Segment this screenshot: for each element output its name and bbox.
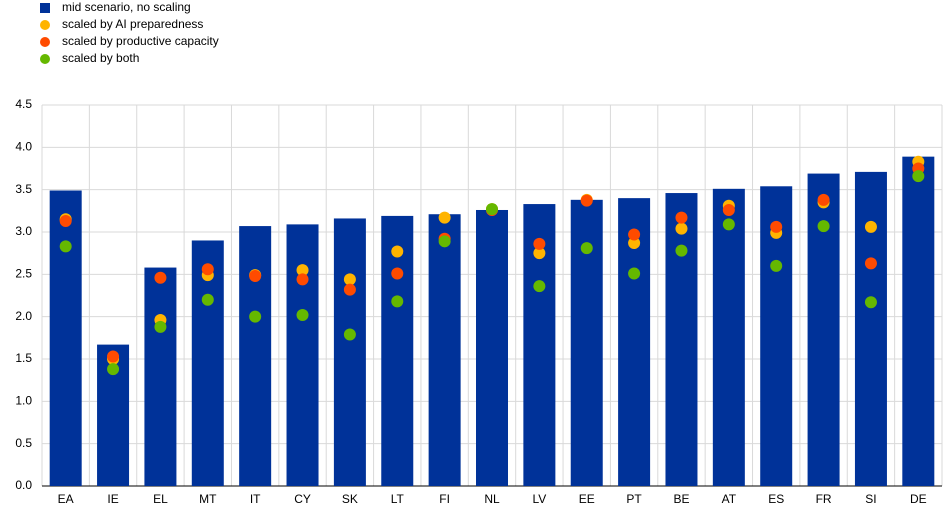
dot: [107, 363, 120, 376]
dot: [154, 271, 167, 284]
dot: [343, 283, 356, 296]
legend-label: mid scenario, no scaling: [62, 0, 191, 14]
bar: [49, 190, 82, 486]
dot: [486, 203, 498, 216]
x-tick-label: PT: [626, 492, 642, 506]
bar: [381, 215, 414, 486]
dot: [391, 267, 404, 280]
dot: [59, 240, 72, 253]
x-tick-label: BE: [673, 492, 689, 506]
x-tick-label: MT: [199, 492, 217, 506]
x-tick-label: FI: [439, 492, 450, 506]
dot: [343, 273, 356, 286]
dot: [533, 247, 546, 260]
dot: [59, 214, 72, 227]
legend-label: scaled by AI preparedness: [62, 17, 203, 31]
dot: [675, 244, 688, 257]
dot: [675, 211, 688, 224]
x-tick-label: IT: [250, 492, 261, 506]
dot: [817, 220, 830, 233]
x-tick-label: CY: [294, 492, 311, 506]
legend-swatch: [40, 54, 50, 64]
dot: [296, 273, 309, 286]
dot: [864, 220, 877, 233]
dot: [580, 242, 593, 255]
y-tick-label: 2.0: [15, 309, 32, 323]
x-tick-label: EA: [58, 492, 74, 506]
bar: [191, 240, 224, 486]
dot: [438, 211, 451, 224]
y-tick-label: 3.5: [15, 182, 32, 196]
y-tick-label: 1.0: [15, 394, 32, 408]
legend-swatch: [40, 20, 50, 30]
dot: [628, 228, 641, 241]
bar: [144, 267, 177, 486]
bar: [286, 224, 319, 486]
x-tick-label: AT: [722, 492, 737, 506]
dot: [201, 293, 214, 306]
bar: [333, 218, 366, 486]
dot: [912, 170, 925, 183]
y-tick-label: 4.0: [15, 140, 32, 154]
dot: [628, 267, 641, 280]
x-tick-label: IE: [107, 492, 118, 506]
x-tick-label: DE: [910, 492, 927, 506]
y-tick-label: 0.5: [15, 436, 32, 450]
x-tick-label: FR: [816, 492, 832, 506]
legend-label: scaled by productive capacity: [62, 34, 219, 48]
dot: [438, 235, 451, 248]
x-tick-label: ES: [768, 492, 784, 506]
bar: [854, 171, 887, 487]
x-tick-label: SI: [865, 492, 876, 506]
dot: [675, 222, 688, 235]
bar: [665, 193, 698, 486]
x-tick-label: LV: [532, 492, 546, 506]
bar: [476, 209, 508, 486]
dot: [628, 237, 641, 250]
x-tick-label: EL: [153, 492, 168, 506]
bar: [712, 188, 745, 486]
dot: [770, 220, 783, 233]
dot: [533, 237, 546, 250]
x-tick-label: SK: [342, 492, 358, 506]
dot: [296, 308, 309, 321]
dot: [154, 320, 167, 333]
bar: [239, 226, 272, 486]
dot: [533, 280, 546, 293]
dot: [391, 245, 404, 258]
bar: [902, 156, 935, 486]
dot: [249, 270, 262, 283]
x-tick-label: LT: [391, 492, 405, 506]
y-tick-label: 4.5: [15, 97, 32, 111]
bar: [428, 214, 461, 486]
dot: [770, 259, 783, 272]
dot: [343, 328, 356, 341]
dot: [107, 350, 120, 363]
dot: [249, 310, 262, 323]
legend-swatch: [40, 37, 50, 47]
x-tick-label: EE: [579, 492, 595, 506]
y-tick-label: 3.0: [15, 224, 32, 238]
y-tick-label: 2.5: [15, 267, 32, 281]
dot: [817, 193, 830, 206]
dot: [722, 218, 735, 231]
x-tick-label: NL: [484, 492, 500, 506]
dot: [864, 296, 877, 309]
legend-swatch: [40, 3, 50, 13]
dot: [580, 194, 593, 207]
dot: [201, 263, 214, 276]
dot: [864, 257, 877, 270]
legend-label: scaled by both: [62, 51, 139, 65]
dot: [391, 295, 404, 308]
y-tick-label: 0.0: [15, 478, 32, 492]
y-tick-label: 1.5: [15, 351, 32, 365]
dot: [296, 264, 309, 277]
dot: [722, 203, 735, 216]
